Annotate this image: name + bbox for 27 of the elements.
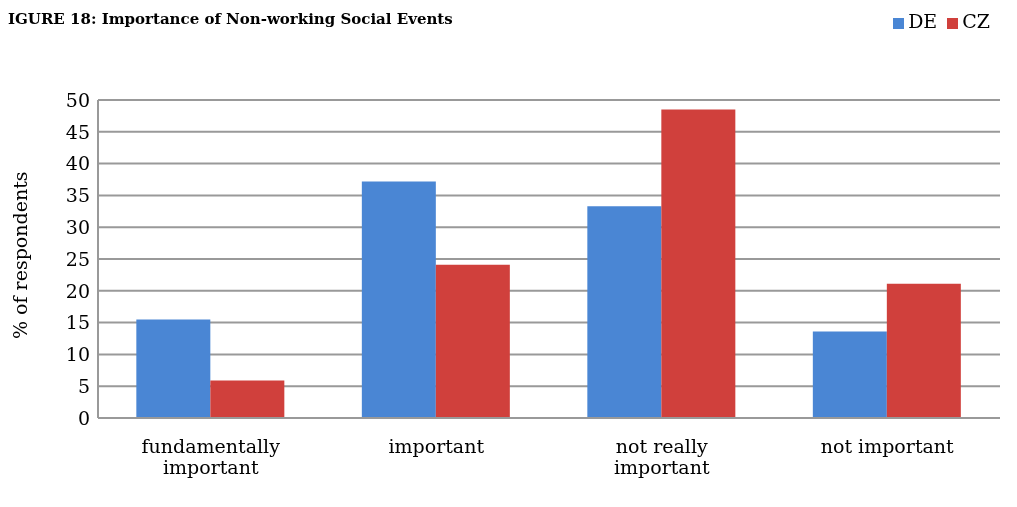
y-tick-label: 25: [65, 247, 90, 270]
legend-label: DE: [908, 10, 938, 32]
y-tick-label: 45: [65, 120, 90, 143]
bar: [435, 264, 510, 418]
x-tick-label: not important: [820, 435, 955, 458]
bar: [812, 331, 887, 418]
y-tick-label: 5: [77, 374, 90, 397]
y-tick-label: 40: [65, 152, 90, 175]
y-tick-label: 30: [65, 215, 90, 238]
y-tick-label: 35: [65, 184, 90, 207]
legend-label: CZ: [962, 10, 990, 32]
x-tick-label: fundamentally important: [141, 435, 281, 479]
y-axis-title: % of respondents: [8, 171, 31, 339]
bar: [210, 380, 285, 418]
bar: [886, 283, 961, 418]
bar: [361, 181, 436, 418]
y-tick-label: 20: [65, 279, 90, 302]
chart-title: IGURE 18: Importance of Non-working Social Events: [8, 10, 453, 28]
y-tick-label: 50: [65, 88, 90, 111]
bar: [661, 109, 736, 418]
x-tick-label: not really important: [613, 435, 710, 479]
x-tick-label: important: [388, 435, 485, 458]
y-tick-label: 15: [65, 311, 90, 334]
bar: [136, 319, 211, 418]
y-tick-label: 10: [65, 343, 90, 366]
y-tick-label: 0: [77, 406, 90, 429]
bar: [587, 206, 662, 418]
